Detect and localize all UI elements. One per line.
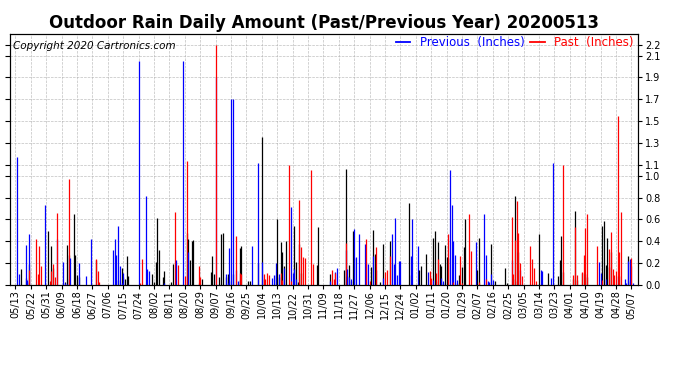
Title: Outdoor Rain Daily Amount (Past/Previous Year) 20200513: Outdoor Rain Daily Amount (Past/Previous… (49, 14, 600, 32)
Legend: Previous  (Inches), Past  (Inches): Previous (Inches), Past (Inches) (391, 31, 638, 54)
Text: Copyright 2020 Cartronics.com: Copyright 2020 Cartronics.com (14, 41, 176, 51)
